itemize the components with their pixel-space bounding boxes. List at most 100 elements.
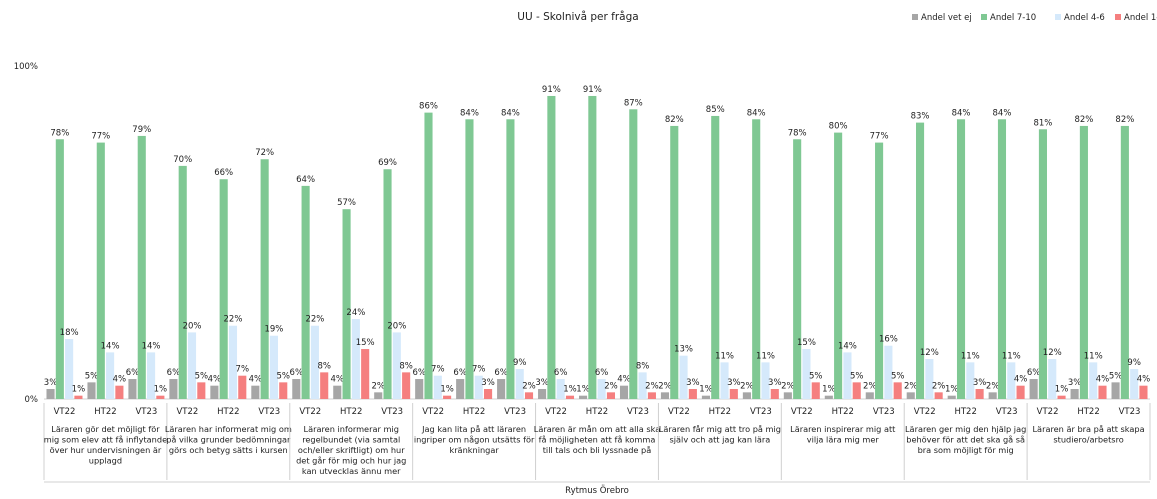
- data-label-andel-7-10: 87%: [624, 98, 643, 108]
- bar-andel-vet-ej: [988, 392, 997, 399]
- bar-andel-4-6: [65, 339, 74, 399]
- data-label-andel-vet-ej: 4%: [249, 375, 263, 385]
- data-label-andel-1-3: 1%: [154, 385, 168, 395]
- data-label-andel-4-6: 7%: [472, 365, 486, 375]
- bar-andel-vet-ej: [660, 392, 670, 399]
- chart-title: UU - Skolnivå per fråga: [517, 10, 638, 23]
- data-label-andel-vet-ej: 2%: [658, 381, 672, 391]
- bar-andel-1-3: [729, 389, 738, 399]
- bar-andel-7-10: [465, 119, 474, 399]
- period-label: HT22: [217, 407, 239, 417]
- bar-andel-7-10: [1120, 125, 1129, 399]
- data-label-andel-vet-ej: 4%: [331, 375, 345, 385]
- bar-andel-4-6: [269, 335, 278, 399]
- bar-andel-7-10: [916, 122, 925, 400]
- data-label-andel-4-6: 11%: [961, 351, 980, 361]
- bar-andel-vet-ej: [947, 395, 956, 399]
- bar-andel-4-6: [884, 345, 893, 399]
- legend-swatch-andel-7-10: [981, 14, 987, 20]
- data-label-andel-1-3: 1%: [563, 385, 577, 395]
- data-label-andel-1-3: 8%: [399, 361, 413, 371]
- question-label: Läraren har informerat mig om på vilka gr…: [165, 424, 292, 455]
- question-label: Läraren informerar mig regelbundet (via s…: [296, 424, 406, 476]
- bar-andel-7-10: [260, 159, 269, 399]
- data-label-andel-vet-ej: 6%: [167, 368, 181, 378]
- bar-andel-7-10: [997, 119, 1007, 399]
- bar-andel-1-3: [484, 389, 493, 399]
- bar-andel-vet-ej: [128, 379, 137, 399]
- data-label-andel-4-6: 11%: [1084, 351, 1103, 361]
- period-label: VT23: [381, 407, 403, 417]
- data-label-andel-4-6: 14%: [142, 341, 161, 351]
- data-label-andel-4-6: 6%: [554, 368, 568, 378]
- legend-swatch-andel-4-6: [1055, 14, 1061, 20]
- bar-andel-1-3: [74, 395, 83, 399]
- question-label: Läraren får mig att tro på mig själv och …: [659, 424, 781, 445]
- bar-andel-1-3: [279, 382, 288, 399]
- data-label-andel-7-10: 84%: [460, 108, 479, 118]
- period-label: HT22: [94, 407, 116, 417]
- data-label-andel-1-3: 5%: [809, 371, 823, 381]
- data-label-andel-4-6: 18%: [60, 328, 79, 338]
- data-label-andel-4-6: 9%: [1127, 358, 1141, 368]
- bar-andel-1-3: [893, 382, 902, 399]
- bar-andel-1-3: [524, 392, 534, 399]
- bar-andel-vet-ej: [333, 385, 342, 399]
- bar-andel-4-6: [720, 362, 729, 399]
- bar-andel-vet-ej: [292, 379, 301, 399]
- bar-groups: 3% 78% 18% 1% VT22 5% 77% 14% 4% HT22 6% 79% 14% 1% VT…: [43, 85, 1151, 483]
- data-label-andel-vet-ej: 6%: [1027, 368, 1041, 378]
- data-label-andel-4-6: 8%: [636, 361, 650, 371]
- bar-andel-7-10: [424, 112, 433, 400]
- data-label-andel-4-6: 19%: [264, 325, 283, 335]
- data-label-andel-7-10: 80%: [829, 122, 848, 132]
- legend-label-andel-1-3: Andel 1-3: [1124, 13, 1157, 23]
- data-label-andel-1-3: 8%: [317, 361, 331, 371]
- bar-andel-4-6: [925, 359, 934, 399]
- data-label-andel-vet-ej: 2%: [371, 381, 385, 391]
- question-group: 6% 86% 7% 1% VT22 6% 84% 7% 3% HT22 6% 84% 9% 2% VT23 J…: [412, 102, 536, 480]
- bar-andel-4-6: [761, 362, 770, 399]
- data-label-andel-1-3: 3%: [727, 378, 741, 388]
- data-label-andel-7-10: 84%: [952, 108, 971, 118]
- question-label: Jag kan lita på att läraren ingriper om n…: [414, 424, 535, 455]
- data-label-andel-7-10: 77%: [91, 132, 110, 142]
- y-tick-label-100: 100%: [14, 62, 38, 72]
- bar-andel-vet-ej: [1070, 389, 1079, 399]
- data-label-andel-vet-ej: 6%: [494, 368, 508, 378]
- data-label-andel-7-10: 66%: [214, 168, 233, 178]
- bar-andel-7-10: [629, 109, 638, 399]
- data-label-andel-vet-ej: 2%: [740, 381, 754, 391]
- question-group: 3% 78% 18% 1% VT22 5% 77% 14% 4% HT22 6% 79% 14% 1% VT…: [43, 125, 168, 480]
- bar-andel-vet-ej: [46, 389, 55, 399]
- bar-andel-4-6: [515, 369, 524, 399]
- bar-andel-4-6: [638, 372, 647, 399]
- bar-andel-1-3: [1016, 385, 1025, 399]
- data-label-andel-7-10: 78%: [788, 128, 807, 138]
- data-label-andel-1-3: 5%: [276, 371, 290, 381]
- question-group: 2% 82% 13% 3% VT22 1% 85% 11% 3% HT22 2% 84% 11% 3% VT…: [657, 105, 782, 480]
- bar-andel-vet-ej: [415, 379, 424, 399]
- bar-andel-1-3: [1098, 385, 1107, 399]
- bar-andel-7-10: [875, 142, 884, 399]
- bar-andel-7-10: [793, 139, 802, 399]
- period-label: VT22: [545, 407, 567, 417]
- bar-andel-vet-ej: [579, 395, 588, 399]
- data-label-andel-vet-ej: 5%: [1109, 371, 1123, 381]
- bar-andel-1-3: [156, 395, 165, 399]
- data-label-andel-7-10: 79%: [132, 125, 151, 135]
- bar-andel-7-10: [383, 169, 392, 399]
- data-label-andel-1-3: 5%: [891, 371, 905, 381]
- bar-andel-4-6: [1048, 359, 1057, 399]
- bar-andel-4-6: [228, 325, 238, 399]
- bar-andel-4-6: [392, 332, 401, 399]
- data-label-andel-vet-ej: 3%: [44, 378, 58, 388]
- data-label-andel-vet-ej: 3%: [535, 378, 549, 388]
- bar-andel-4-6: [474, 375, 483, 399]
- period-label: VT22: [422, 407, 444, 417]
- bar-andel-1-3: [852, 382, 861, 399]
- legend-label-andel-7-10: Andel 7-10: [990, 13, 1036, 23]
- legend: Andel vet ej Andel 7-10 Andel 4-6 Andel 1-3: [912, 13, 1157, 23]
- data-label-andel-7-10: 64%: [296, 175, 315, 185]
